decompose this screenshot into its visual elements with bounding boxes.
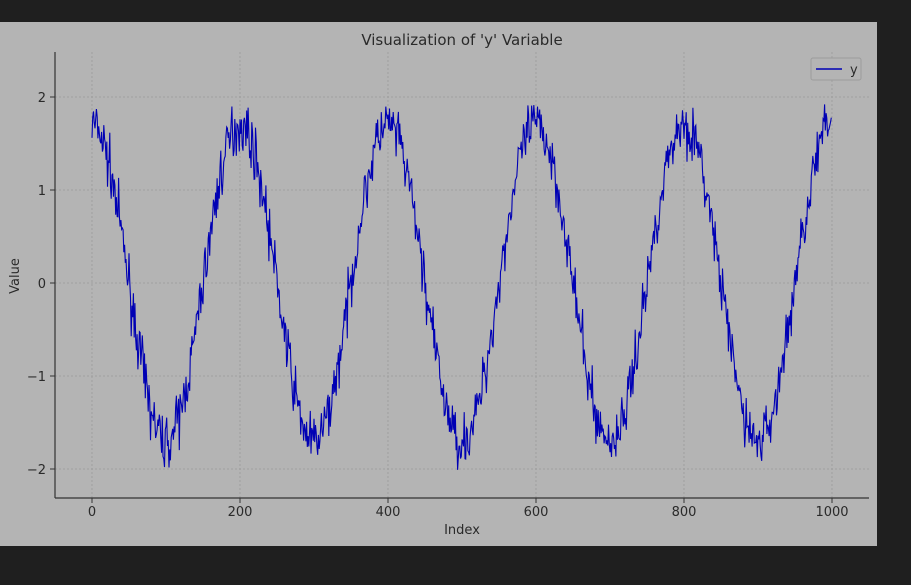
chart-title: Visualization of 'y' Variable	[361, 31, 562, 49]
x-tick-label: 1000	[815, 505, 848, 520]
y-tick-label: −2	[27, 463, 46, 478]
y-tick-label: 0	[38, 277, 46, 292]
y-tick-label: 2	[38, 91, 46, 106]
axes-spines	[54, 52, 869, 499]
chart-figure: 0 200 400 600 800 1000 −2 −1 0 1 2 Visualization …	[0, 22, 877, 546]
y-axis-label: Value	[8, 258, 23, 294]
x-tick-label: 600	[524, 505, 549, 520]
x-tick-label: 800	[672, 505, 697, 520]
x-tick-label: 400	[376, 505, 401, 520]
y-tick-label: 1	[38, 184, 46, 199]
x-tick-label: 200	[228, 505, 253, 520]
line-chart: 0 200 400 600 800 1000 −2 −1 0 1 2 Visualization …	[8, 31, 869, 538]
legend-label-y: y	[850, 63, 858, 78]
legend: y	[810, 57, 862, 81]
x-axis-ticks: 0 200 400 600 800 1000	[88, 498, 849, 520]
x-tick-label: 0	[88, 505, 96, 520]
x-axis-label: Index	[444, 523, 480, 538]
grid-lines	[55, 52, 869, 498]
series-y-line	[91, 104, 832, 470]
y-axis-ticks: −2 −1 0 1 2	[27, 91, 55, 478]
y-tick-label: −1	[27, 370, 46, 385]
